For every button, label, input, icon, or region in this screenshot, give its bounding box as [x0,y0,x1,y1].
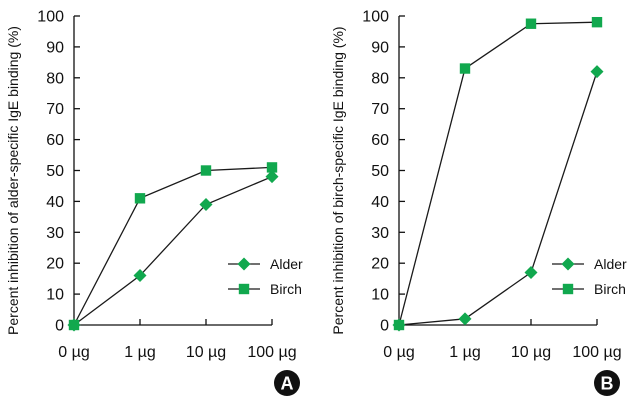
chart-a-y-tick-label: 20 [46,256,64,273]
chart-a-y-axis-label: Percent inhibition of alder-specific IgE… [5,26,21,335]
chart-a-series-birch-point [266,162,278,173]
chart-b-y-tick-label: 60 [371,132,389,149]
chart-a-y-tick-label: 30 [46,225,64,242]
chart-a-series-birch-point [200,165,212,176]
chart-a-panel-label: A [281,374,294,394]
chart-a-series-alder-point [199,197,213,211]
chart-b: 0 10 20 30 40 50 60 70 80 90 100 0 µg 1 µg 10 µg 100 µ… [330,9,627,396]
chart-b-series-alder-point [458,312,472,326]
chart-a-legend-marker [237,257,251,271]
chart-a: 0 10 20 30 40 50 60 70 80 90 100 0 µg 1 µg 10 µg 100 µ… [5,9,303,396]
chart-a-x-tick-label: 1 µg [124,344,155,361]
chart-a-series-birch-point [68,319,80,331]
chart-b-series-birch-point [591,16,603,28]
chart-a-y-tick-label: 100 [37,9,64,26]
chart-b-series-alder-line [398,71,598,326]
chart-b-x-tick-label: 1 µg [449,344,480,361]
chart-b-series-birch-line [398,21,598,326]
chart-a-series-alder-point [265,170,279,184]
chart-a-x-tick-label: 10 µg [186,344,226,361]
chart-b-x-tick-label: 100 µg [572,344,621,361]
chart-b-panel-badge [594,370,620,396]
chart-b-y-tick-label: 30 [371,225,389,242]
chart-b-legend-marker [562,283,574,295]
chart-b-y-tick-label: 50 [371,163,389,180]
chart-b-y-tick-label: 40 [371,194,389,211]
chart-a-y-tick-label: 50 [46,163,64,180]
chart-a-series-birch-line [73,166,273,326]
chart-b-series-birch-point [525,18,537,29]
chart-b-legend-marker [561,257,575,271]
chart-a-series-alder-line [73,176,273,326]
chart-a-x-tick-label: 100 µg [247,344,296,361]
chart-b-panel-label: B [601,374,614,394]
chart-a-y-tick-label: 0 [55,318,64,335]
chart-a-legend-marker [238,283,250,295]
chart-a-y-tick-label: 80 [46,70,64,87]
chart-b-x-tick-label: 10 µg [511,344,551,361]
chart-b-series-alder-point [524,265,538,279]
chart-b-y-tick-label: 10 [371,287,389,304]
chart-b-y-tick-label: 20 [371,256,389,273]
chart-a-y-tick-label: 70 [46,101,64,118]
chart-b-x-tick-label: 0 µg [383,344,414,361]
chart-b-legend-label: Alder [594,256,627,272]
chart-a-series-birch-point [134,193,146,204]
chart-a-legend-label: Birch [270,281,302,297]
chart-b-series-birch-point [393,319,405,331]
chart-a-y-tick-label: 60 [46,132,64,149]
chart-b-y-axis-label: Percent inhibition of birch-specific IgE… [330,26,346,334]
chart-a-x-tick-label: 0 µg [58,344,89,361]
chart-a-series-alder-point [133,269,147,283]
chart-a-y-tick-label: 90 [46,39,64,56]
chart-a-y-tick-label: 10 [46,287,64,304]
chart-a-legend-label: Alder [270,256,303,272]
chart-b-y-tick-label: 100 [362,9,389,26]
chart-a-panel-badge [274,370,300,396]
chart-b-series-birch-point [459,63,471,74]
chart-b-series-alder-point [590,65,604,79]
chart-b-y-tick-label: 0 [380,318,389,335]
chart-a-y-tick-label: 40 [46,194,64,211]
chart-b-y-tick-label: 80 [371,70,389,87]
chart-b-legend-label: Birch [594,281,626,297]
chart-b-y-tick-label: 90 [371,39,389,56]
chart-b-y-tick-label: 70 [371,101,389,118]
